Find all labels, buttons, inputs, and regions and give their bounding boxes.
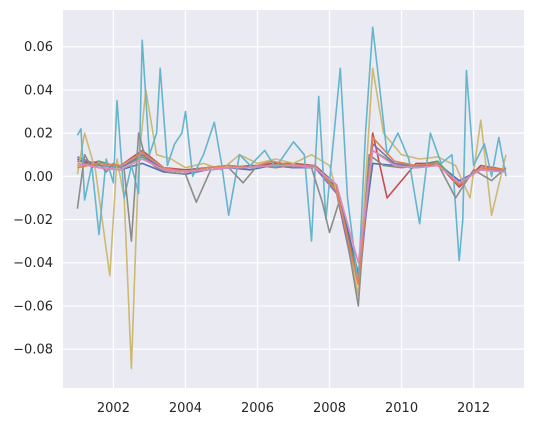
x-tick-label: 2002: [97, 401, 130, 416]
y-tick-label: −0.02: [13, 213, 53, 228]
y-tick-label: 0.02: [24, 127, 53, 142]
x-tick-label: 2008: [313, 401, 346, 416]
y-tick-label: 0.00: [24, 170, 53, 185]
series-layer: [76, 26, 507, 370]
x-tick-label: 2012: [457, 401, 490, 416]
x-tick-label: 2006: [241, 401, 274, 416]
y-axis: 0.06 0.04 0.02 0.00 −0.02 −0.04 −0.06 −0.08: [13, 40, 53, 357]
x-tick-label: 2004: [169, 401, 202, 416]
x-tick-label: 2010: [385, 401, 418, 416]
series-line-5: [76, 67, 507, 370]
y-tick-label: −0.04: [13, 256, 53, 271]
x-axis: 2002 2004 2006 2008 2010 2012: [97, 401, 490, 416]
y-tick-label: 0.04: [24, 83, 53, 98]
plot-background: [63, 10, 524, 388]
y-tick-label: 0.06: [24, 40, 53, 55]
y-tick-label: −0.06: [13, 299, 53, 314]
series-line-9: [77, 149, 507, 264]
y-tick-label: −0.08: [13, 343, 53, 358]
